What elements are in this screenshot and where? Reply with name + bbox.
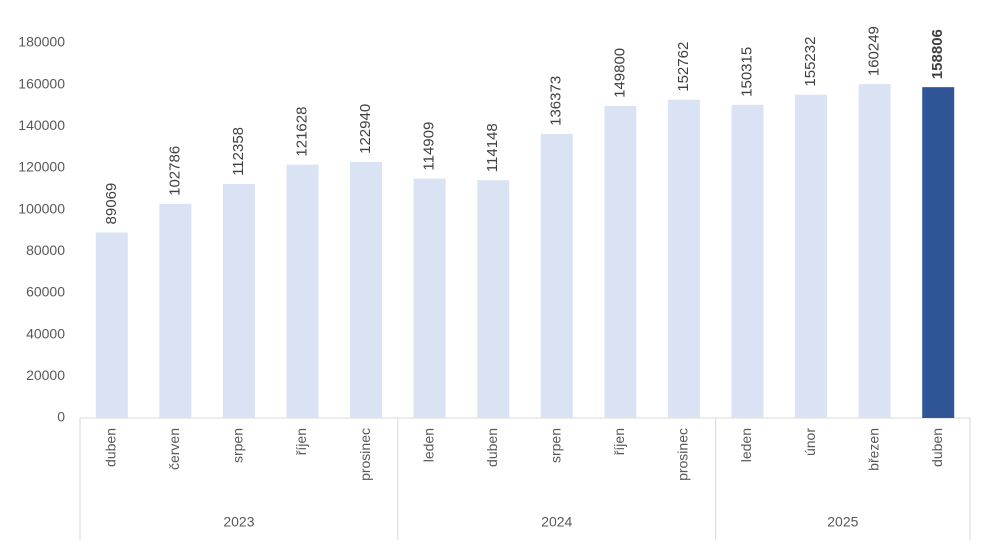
x-tick-label: březen: [865, 428, 881, 471]
value-label: 155232: [802, 37, 819, 87]
bar: [795, 94, 828, 418]
bar: [477, 180, 510, 418]
value-label: 112358: [230, 127, 247, 176]
value-label: 89069: [103, 183, 120, 225]
x-tick-label: leden: [420, 428, 436, 462]
bar: [858, 84, 891, 418]
value-label: 149800: [611, 48, 628, 98]
value-label: 136373: [548, 76, 565, 126]
bar: [413, 178, 446, 418]
y-tick-label: 20000: [26, 367, 65, 383]
y-tick-label: 180000: [18, 34, 65, 50]
bar: [95, 232, 128, 418]
bar: [159, 203, 192, 418]
bar: [286, 164, 319, 418]
value-label: 122940: [357, 104, 374, 154]
y-tick-label: 120000: [18, 159, 65, 175]
x-tick-label: říjen: [611, 428, 627, 455]
value-label: 158806: [929, 29, 946, 79]
y-tick-label: 160000: [18, 75, 65, 91]
group-label: 2023: [223, 514, 254, 530]
value-label: 152762: [675, 42, 692, 92]
value-label: 114148: [484, 123, 501, 172]
x-tick-label: červen: [166, 428, 182, 470]
y-tick-label: 60000: [26, 284, 65, 300]
bar: [667, 99, 700, 418]
value-label: 150315: [738, 47, 755, 97]
y-tick-label: 80000: [26, 242, 65, 258]
x-tick-label: únor: [802, 428, 818, 456]
bar: [604, 105, 637, 419]
bar: [922, 87, 955, 418]
x-tick-label: duben: [102, 428, 118, 467]
y-tick-label: 0: [57, 409, 65, 425]
value-label: 121628: [293, 107, 310, 157]
x-tick-label: prosinec: [357, 428, 373, 481]
bar: [731, 104, 764, 418]
bar: [222, 183, 255, 418]
x-tick-label: leden: [738, 428, 754, 462]
bar: [350, 161, 383, 418]
group-label: 2025: [827, 514, 858, 530]
value-label: 102786: [166, 146, 183, 196]
x-tick-label: prosinec: [675, 428, 691, 481]
x-tick-label: duben: [484, 428, 500, 467]
x-tick-label: říjen: [293, 428, 309, 455]
group-label: 2024: [541, 514, 572, 530]
value-label: 160249: [866, 26, 883, 76]
y-tick-label: 40000: [26, 325, 65, 341]
x-tick-label: srpen: [230, 428, 246, 463]
y-tick-label: 140000: [18, 117, 65, 133]
x-tick-label: duben: [929, 428, 945, 467]
bar: [540, 133, 573, 418]
y-tick-label: 100000: [18, 200, 65, 216]
x-tick-label: srpen: [547, 428, 563, 463]
value-label: 114909: [421, 122, 438, 171]
